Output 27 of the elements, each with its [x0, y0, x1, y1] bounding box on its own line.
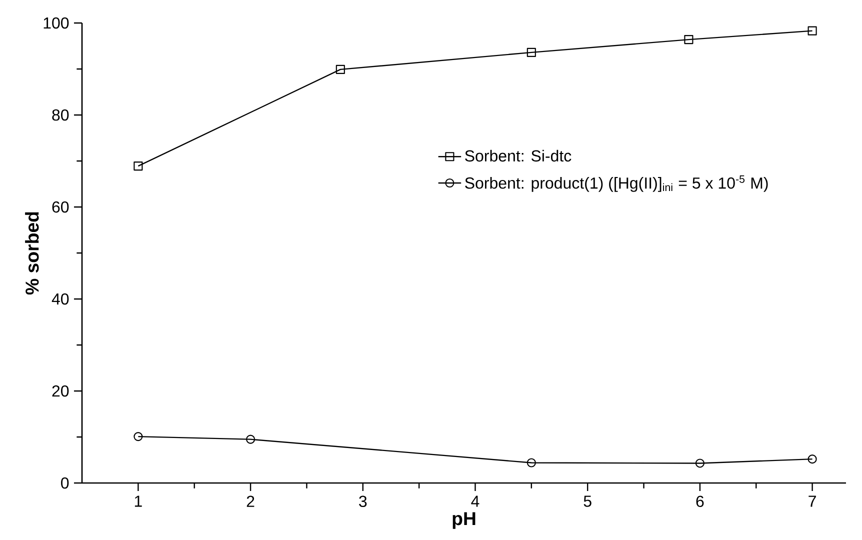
point: [808, 26, 817, 36]
x-tick-label: 7: [808, 496, 816, 507]
point: [336, 64, 345, 74]
x-tick-label: 5: [584, 496, 592, 507]
point: [808, 454, 817, 464]
y-tick-label: 100: [44, 17, 69, 29]
legend-label: Sorbent: product(1) ([Hg(II)]$_{ini}$ = 5 x 10$^{-5}$ M): [465, 175, 768, 192]
y-axis-title: % sorbed: [25, 212, 39, 295]
point: [134, 162, 143, 171]
y-tick-label: 20: [52, 385, 69, 397]
y-tick-label: 40: [52, 293, 69, 305]
point: [695, 458, 704, 468]
y-tick-label: 60: [52, 201, 69, 213]
legend-label: Sorbent: Si-dtc: [465, 150, 572, 162]
x-tick-label: 2: [246, 496, 254, 507]
point: [526, 48, 536, 57]
x-tick-label: 3: [359, 496, 367, 508]
x-tick-label: 4: [471, 496, 480, 507]
point: [684, 35, 694, 44]
y-tick-label: 0: [61, 477, 69, 489]
y-tick-label: 80: [52, 109, 69, 121]
point: [246, 434, 256, 444]
x-tick-label: 6: [696, 496, 704, 508]
point: [134, 432, 143, 442]
point: [526, 458, 536, 468]
x-axis-title: pH: [452, 512, 476, 529]
x-tick-label: 1: [134, 496, 142, 507]
